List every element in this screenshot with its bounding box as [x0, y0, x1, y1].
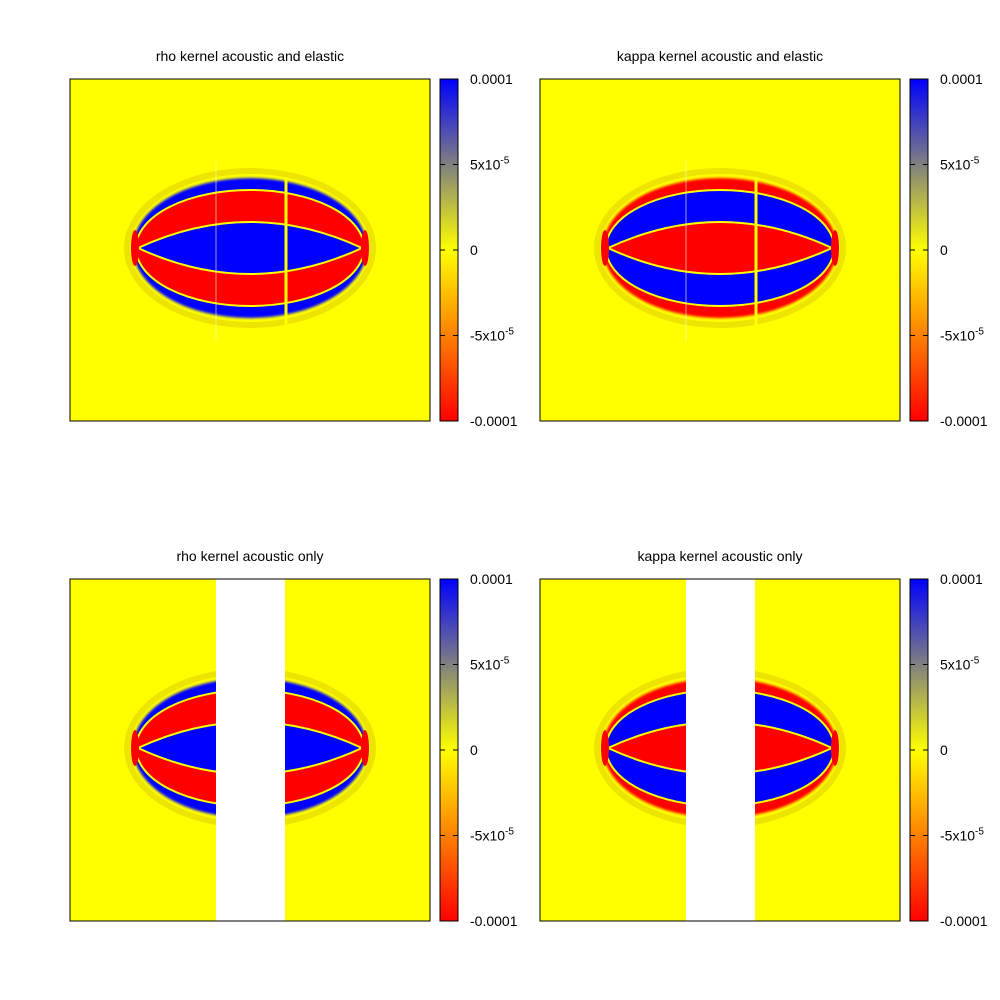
right-cap [831, 230, 839, 266]
chart-title: kappa kernel acoustic and elastic [617, 48, 823, 64]
colorbar-tick-label: 0.0001 [940, 71, 983, 87]
right-cap [831, 730, 839, 766]
left-cap [601, 230, 609, 266]
colorbar-tick-label: -0.0001 [940, 413, 988, 429]
chart-panel: rho kernel acoustic only 0.0001 5x10-5 0 -5x… [69, 548, 518, 929]
colorbar-tick-label: 5x10-5 [470, 156, 510, 173]
colorbar-tick-label: -5x10-5 [940, 327, 984, 344]
chart-panel: kappa kernel acoustic and elastic 0.0001 5… [539, 48, 988, 429]
colorbar-tick-label: 0.0001 [940, 571, 983, 587]
colorbar-tick-label: 0.0001 [470, 71, 513, 87]
right-cap [361, 730, 369, 766]
left-cap [601, 730, 609, 766]
chart-title: rho kernel acoustic and elastic [156, 48, 344, 64]
kernel-image [594, 168, 846, 328]
plot-frame [69, 78, 431, 422]
plot-frame [539, 78, 901, 422]
halo-ring [594, 168, 846, 328]
elastic-region-blank [686, 579, 755, 921]
core-lens [608, 222, 832, 274]
chart-title: kappa kernel acoustic only [638, 548, 803, 564]
chart-panel: rho kernel acoustic and elastic 0.0001 5x1… [69, 48, 518, 429]
kernel-image [124, 168, 376, 328]
elastic-region-blank [216, 579, 285, 921]
colorbar-tick-label: -0.0001 [470, 413, 518, 429]
colorbar-tick-label: -5x10-5 [940, 827, 984, 844]
plot-frame [539, 578, 901, 922]
halo-ring [124, 168, 376, 328]
left-cap [131, 230, 139, 266]
colorbar-tick-label: -0.0001 [470, 913, 518, 929]
right-cap [361, 230, 369, 266]
chart-title: rho kernel acoustic only [176, 548, 323, 564]
colorbar-tick-label: -5x10-5 [470, 827, 514, 844]
colorbar-tick-label: 0 [470, 242, 478, 258]
colorbar-tick-label: 5x10-5 [940, 656, 980, 673]
core-lens [138, 222, 362, 274]
colorbar-tick-label: 5x10-5 [940, 156, 980, 173]
colorbar-tick-label: 5x10-5 [470, 656, 510, 673]
plot-frame [69, 578, 431, 922]
colorbar-tick-label: 0 [940, 242, 948, 258]
colorbar-tick-label: 0 [470, 742, 478, 758]
colorbar-tick-label: -0.0001 [940, 913, 988, 929]
chart-panel: kappa kernel acoustic only 0.0001 5x10-5 0 -… [539, 548, 988, 929]
colorbar-tick-label: 0 [940, 742, 948, 758]
left-cap [131, 730, 139, 766]
colorbar-tick-label: -5x10-5 [470, 327, 514, 344]
colorbar-tick-label: 0.0001 [470, 571, 513, 587]
